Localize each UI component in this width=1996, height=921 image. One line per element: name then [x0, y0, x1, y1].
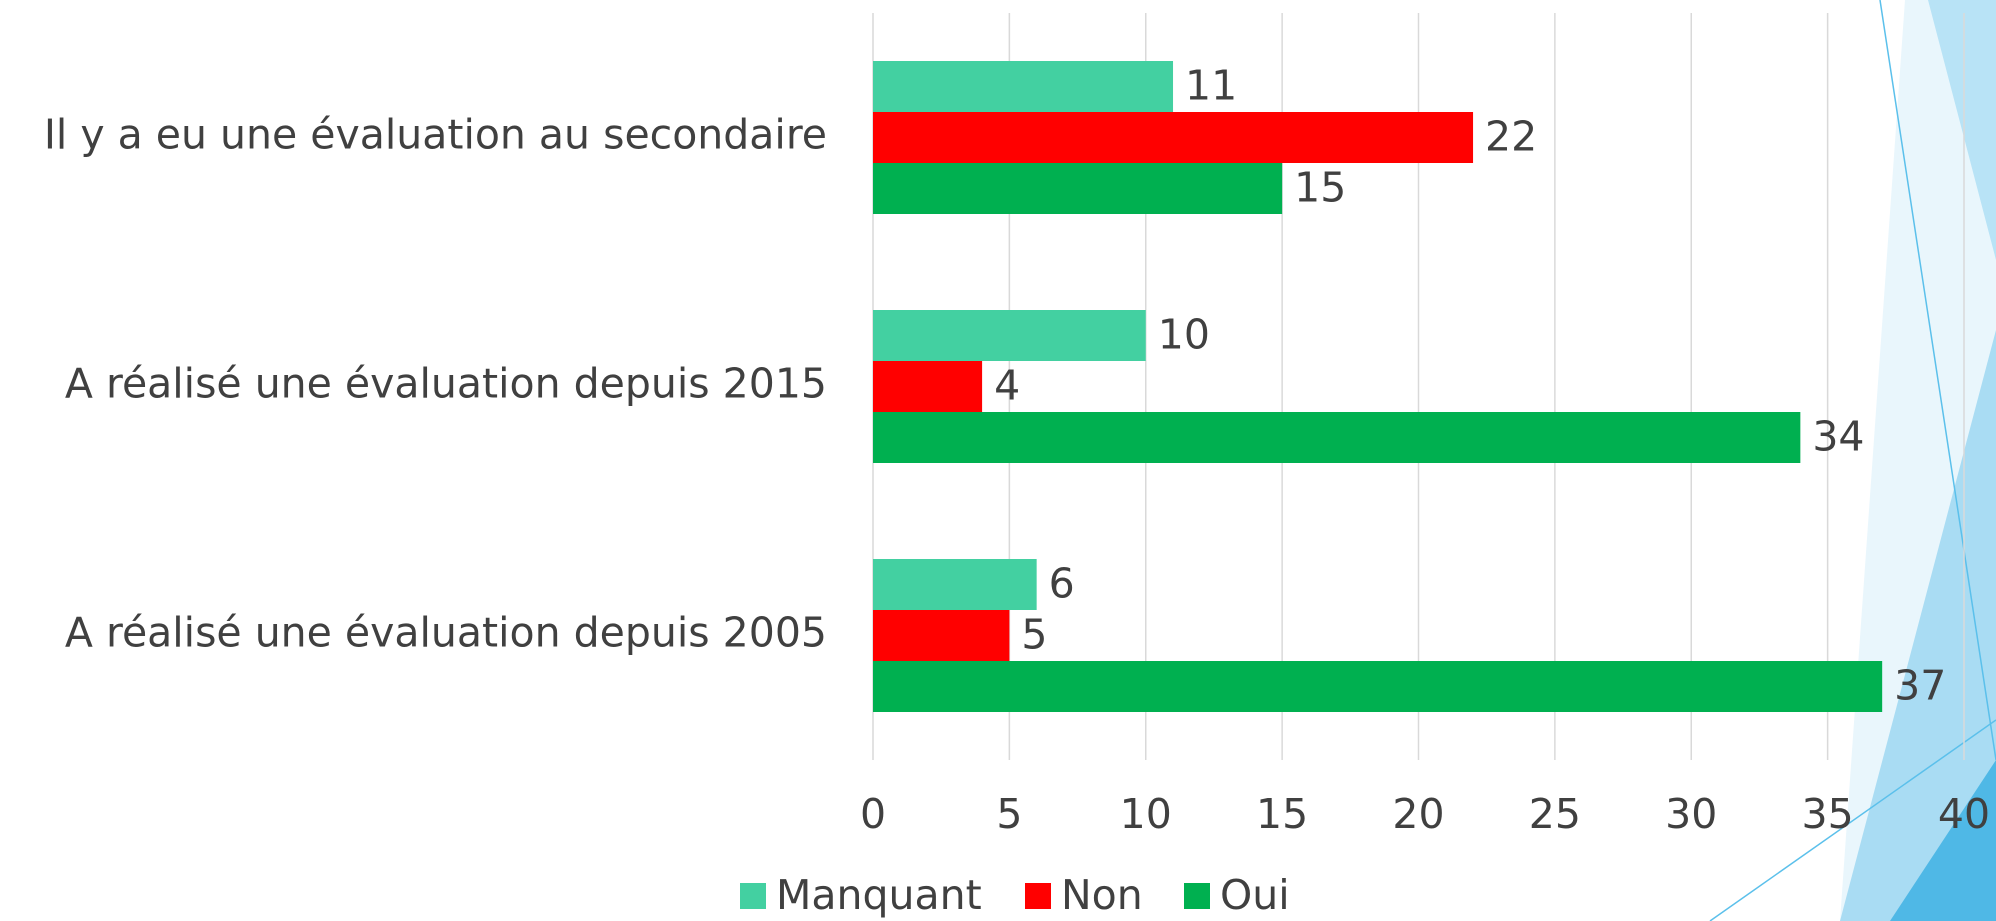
- legend-label: Non: [1061, 871, 1143, 919]
- deco-line: [1709, 719, 1996, 921]
- x-tick-label: 30: [1665, 790, 1717, 838]
- value-label: 22: [1485, 113, 1537, 161]
- bar: [873, 412, 1801, 463]
- x-tick-label: 20: [1392, 790, 1444, 838]
- bar: [873, 310, 1146, 361]
- bar: [873, 361, 983, 412]
- bar: [873, 559, 1037, 610]
- x-tick-label: 10: [1120, 790, 1172, 838]
- category-label: Il y a eu une évaluation au secondaire: [44, 111, 827, 159]
- bar: [873, 61, 1174, 112]
- category-label: A réalisé une évaluation depuis 2015: [65, 360, 827, 408]
- value-label: 10: [1158, 311, 1210, 359]
- x-tick-label: 0: [860, 790, 886, 838]
- x-tick-label: 40: [1938, 790, 1990, 838]
- x-tick-label: 15: [1256, 790, 1308, 838]
- value-label: 37: [1894, 662, 1946, 710]
- deco-shape: [1890, 760, 1996, 921]
- x-tick-label: 25: [1529, 790, 1581, 838]
- bar: [873, 610, 1010, 661]
- bar: [873, 112, 1474, 163]
- value-label: 11: [1185, 62, 1237, 110]
- x-tick-label: 5: [996, 790, 1022, 838]
- x-tick-label: 35: [1802, 790, 1854, 838]
- legend-swatch: [1184, 883, 1210, 909]
- deco-line: [1879, 0, 1996, 761]
- bar: [873, 163, 1283, 214]
- value-label: 6: [1049, 560, 1075, 608]
- legend-label: Manquant: [776, 871, 982, 919]
- bar: [873, 661, 1883, 712]
- value-label: 5: [1021, 611, 1047, 659]
- category-label: A réalisé une évaluation depuis 2005: [65, 609, 827, 657]
- value-label: 4: [994, 362, 1020, 410]
- legend-swatch: [1025, 883, 1051, 909]
- legend-label: Oui: [1220, 871, 1290, 919]
- value-label: 15: [1294, 164, 1346, 212]
- legend-swatch: [740, 883, 766, 909]
- value-label: 34: [1812, 413, 1864, 461]
- deco-shape: [1840, 330, 1996, 921]
